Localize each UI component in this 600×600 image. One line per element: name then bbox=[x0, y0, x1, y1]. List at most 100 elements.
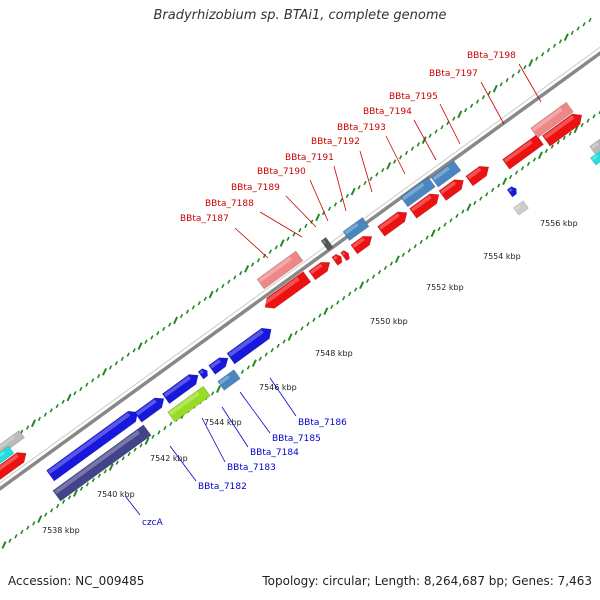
minor-tick bbox=[215, 288, 219, 293]
major-tick bbox=[386, 162, 392, 170]
gene-arrow-blue-6[interactable] bbox=[226, 324, 275, 365]
major-tick bbox=[108, 463, 114, 471]
gene-box-small-grey[interactable] bbox=[513, 200, 529, 216]
gene-label-bbta_7188[interactable]: BBta_7188 bbox=[205, 199, 254, 209]
minor-tick bbox=[582, 22, 586, 27]
gene-arrow-BBta_7184[interactable] bbox=[217, 369, 241, 391]
gene-label-bbta_7192[interactable]: BBta_7192 bbox=[311, 137, 360, 147]
gene-label-bbta_7198[interactable]: BBta_7198 bbox=[467, 51, 516, 61]
gene-arrow-BBta_7192[interactable] bbox=[377, 208, 411, 237]
minor-tick bbox=[221, 283, 225, 289]
gene-label-bbta_7185[interactable]: BBta_7185 bbox=[272, 434, 321, 444]
outer-tick-ring bbox=[0, 17, 592, 448]
gene-box-edge-cyan[interactable] bbox=[590, 150, 600, 166]
gene-label-bbta_7194[interactable]: BBta_7194 bbox=[363, 107, 412, 117]
leader-line bbox=[259, 211, 303, 238]
gene-arrow-small-blue[interactable] bbox=[506, 185, 519, 198]
minor-tick bbox=[580, 122, 584, 128]
minor-tick bbox=[286, 236, 290, 241]
gene-label-bbta_7191[interactable]: BBta_7191 bbox=[285, 153, 334, 163]
gene-label-bbta_7190[interactable]: BBta_7190 bbox=[257, 167, 306, 177]
minor-tick bbox=[556, 140, 560, 145]
gene-arrow-BBta_7187[interactable] bbox=[261, 271, 312, 312]
gene-label-bbta_7197[interactable]: BBta_7197 bbox=[429, 69, 478, 79]
minor-tick bbox=[32, 521, 36, 526]
minor-tick bbox=[132, 348, 136, 353]
minor-tick bbox=[377, 270, 382, 275]
gene-arrow-BBta_7193[interactable] bbox=[409, 190, 443, 219]
minor-tick bbox=[348, 291, 352, 297]
minor-tick bbox=[419, 239, 423, 245]
gene-box-dark[interactable] bbox=[320, 237, 334, 251]
gene-label-bbta_7189[interactable]: BBta_7189 bbox=[231, 183, 280, 193]
minor-tick bbox=[464, 107, 468, 113]
gene-arrow-BBta_7191[interactable] bbox=[350, 232, 375, 255]
gene-label-bbta_7186[interactable]: BBta_7186 bbox=[298, 418, 347, 428]
kbp-label: 7542 kbp bbox=[150, 454, 188, 463]
leader-line bbox=[518, 63, 542, 103]
minor-tick bbox=[526, 161, 531, 167]
gene-callouts: BBta_7187 BBta_7188 BBta_7189 BBta_7190 BBta… bbox=[125, 51, 542, 528]
gene-arrow-blue-5[interactable] bbox=[208, 354, 232, 375]
gene-arrow-BBta_7197[interactable] bbox=[502, 134, 544, 170]
major-tick bbox=[466, 203, 472, 212]
minor-tick bbox=[282, 339, 286, 344]
gene-arrow-BBta_7194[interactable] bbox=[438, 176, 467, 201]
minor-tick bbox=[67, 495, 72, 500]
gene-label-bbta_7195[interactable]: BBta_7195 bbox=[389, 92, 438, 102]
gene-box-steel-1[interactable] bbox=[342, 217, 370, 241]
gene-box-steel-3[interactable] bbox=[430, 160, 462, 188]
minor-tick bbox=[588, 17, 592, 23]
gene-arrow-BBta_7182[interactable] bbox=[52, 424, 152, 502]
leader-line bbox=[221, 406, 249, 448]
minor-tick bbox=[570, 30, 574, 36]
minor-tick bbox=[310, 219, 314, 224]
minor-tick bbox=[598, 110, 600, 115]
gene-label-bbta_7182[interactable]: BBta_7182 bbox=[198, 482, 247, 492]
minor-tick bbox=[449, 218, 453, 223]
genome-backbone bbox=[0, 46, 600, 491]
gene-arrow-blue-3[interactable] bbox=[161, 370, 201, 404]
leader-line bbox=[359, 150, 373, 193]
minor-tick bbox=[25, 425, 30, 430]
gene-arrow-BBta_7195[interactable] bbox=[465, 162, 492, 187]
gene-arrow-czcA[interactable] bbox=[46, 407, 141, 482]
gene-arrow-BBta_7198[interactable] bbox=[542, 110, 585, 147]
gene-label-bbta_7193[interactable]: BBta_7193 bbox=[337, 123, 386, 133]
minor-tick bbox=[203, 296, 207, 302]
major-tick bbox=[173, 316, 179, 325]
major-tick bbox=[137, 342, 143, 350]
minor-tick bbox=[163, 425, 167, 431]
gene-arrow-BBta_7188[interactable] bbox=[308, 258, 333, 281]
gene-label-bbta_7184[interactable]: BBta_7184 bbox=[250, 448, 299, 458]
gene-arrow-edge-cyan[interactable] bbox=[0, 445, 15, 465]
minor-tick bbox=[61, 499, 66, 504]
major-tick bbox=[73, 489, 79, 497]
leader-line bbox=[439, 103, 461, 145]
gene-box-pink-1[interactable] bbox=[256, 250, 304, 290]
major-tick bbox=[315, 213, 321, 222]
gene-arrow-BBta_7189[interactable] bbox=[331, 253, 344, 266]
minor-tick bbox=[389, 261, 394, 266]
gene-arrow-BBta_7190[interactable] bbox=[340, 249, 352, 262]
gene-arrow-blue-4[interactable] bbox=[197, 367, 210, 380]
gene-box-pink-2[interactable] bbox=[530, 101, 574, 139]
gene-arrow-edge-grey[interactable] bbox=[0, 430, 25, 464]
gene-label-bbta_7187[interactable]: BBta_7187 bbox=[180, 214, 229, 224]
gene-label-bbta_7183[interactable]: BBta_7183 bbox=[227, 463, 276, 473]
gene-arrow-blue-2[interactable] bbox=[134, 394, 168, 423]
minor-tick bbox=[210, 391, 215, 396]
gene-arrow-BBta_7183[interactable] bbox=[167, 385, 211, 423]
minor-tick bbox=[443, 222, 447, 227]
gene-label-czca[interactable]: czcA bbox=[142, 518, 164, 528]
gene-arrow-edge-red[interactable] bbox=[0, 448, 30, 482]
minor-tick bbox=[103, 469, 107, 474]
gene-box-steel-2[interactable] bbox=[400, 176, 436, 208]
kbp-label: 7540 kbp bbox=[97, 490, 135, 499]
topology-text: Topology: circular; Length: 8,264,687 bp… bbox=[262, 574, 592, 588]
minor-tick bbox=[413, 244, 417, 249]
minor-tick bbox=[345, 193, 349, 199]
minor-tick bbox=[121, 456, 125, 461]
minor-tick bbox=[250, 262, 255, 267]
gene-box-edge-grey[interactable] bbox=[589, 137, 600, 155]
